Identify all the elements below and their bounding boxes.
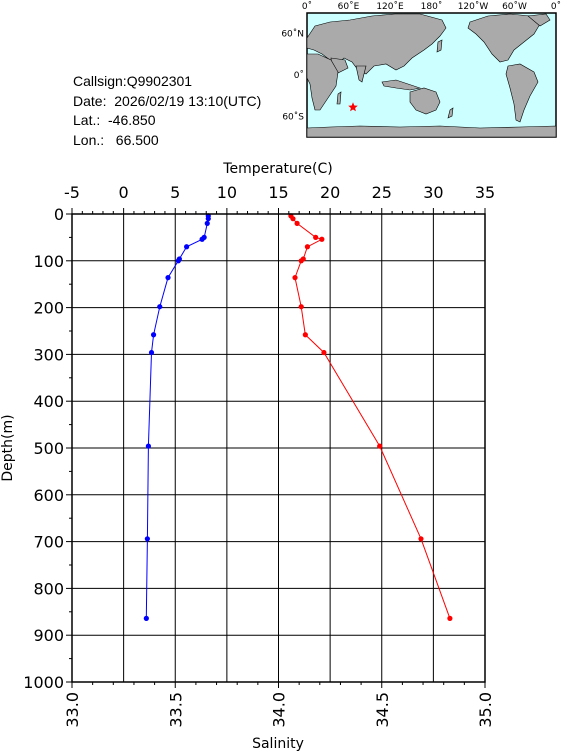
- depth-tick-label: 600: [33, 486, 64, 505]
- callsign-text: Callsign:Q9902301: [73, 73, 193, 89]
- depth-ticks: 0 100 200 300 400 500 600 700 800 900 1000: [23, 205, 72, 692]
- temperature-data-point: [144, 536, 150, 542]
- temperature-data-point: [157, 304, 163, 310]
- salinity-data-point: [319, 236, 325, 242]
- chart-grid: [71, 213, 486, 683]
- salinity-data-point: [288, 213, 294, 219]
- temperature-data-point: [184, 244, 190, 250]
- salinity-data-point: [447, 615, 453, 621]
- salinity-ticks: 33.0 33.5 34.0 34.5 35.0: [63, 682, 495, 728]
- depth-tick-label: 200: [33, 299, 64, 318]
- temperature-data-point: [145, 443, 152, 449]
- station-star-icon: [348, 102, 358, 112]
- temperature-profile-line: [145, 215, 209, 619]
- map-longitude-labels: 0˚ 60˚E 120˚E 180˚ 120˚W 60˚W 0˚: [302, 1, 561, 12]
- salinity-data-point: [313, 234, 319, 240]
- salinity-axis-title: Salinity: [252, 736, 304, 751]
- longitude-text: Lon.: 66.500: [73, 131, 159, 148]
- map-lon-label: 0˚: [302, 1, 312, 12]
- temperature-tick-label: 0: [119, 183, 129, 202]
- salinity-data-point: [304, 244, 311, 250]
- depth-tick-label: 1000: [23, 673, 64, 692]
- map-lat-label: 0˚: [294, 70, 304, 81]
- temperature-data-point: [150, 332, 157, 338]
- map-land: [306, 13, 557, 138]
- depth-tick-label: 0: [54, 205, 64, 224]
- temperature-ticks: -5 0 5 10 15 20 25 30 35: [64, 183, 495, 214]
- salinity-tick-label: 33.5: [166, 692, 185, 728]
- temperature-data-point: [205, 213, 211, 219]
- temperature-tick-label: 15: [268, 183, 288, 202]
- salinity-data-point: [290, 216, 296, 222]
- map-lon-label: 0˚: [551, 1, 561, 12]
- temperature-data-point: [204, 220, 210, 226]
- temperature-data-point: [199, 236, 205, 242]
- salinity-data-point: [302, 332, 308, 338]
- temperature-tick-label: 5: [170, 183, 180, 202]
- series-layer: [143, 213, 453, 621]
- depth-tick-label: 800: [33, 579, 64, 598]
- salinity-data-point: [298, 304, 304, 310]
- salinity-data-point: [298, 258, 304, 264]
- depth-tick-label: 100: [33, 252, 64, 271]
- map-lon-label: 120˚W: [458, 1, 489, 12]
- salinity-data-point: [377, 443, 383, 449]
- temperature-tick-label: -5: [64, 183, 80, 202]
- salinity-data-point: [300, 256, 306, 262]
- date-text: Date: 2026/02/19 13:10(UTC): [73, 92, 262, 109]
- salinity-profile-line: [290, 215, 451, 619]
- temperature-data-point: [205, 216, 211, 222]
- depth-axis-title: Depth(m): [0, 414, 16, 481]
- salinity-data-point: [292, 275, 298, 281]
- salinity-tick-label: 35.0: [476, 692, 495, 728]
- temperature-tick-label: 25: [372, 183, 392, 202]
- salinity-tick-label: 34.5: [373, 692, 392, 728]
- map-lon-label: 180˚: [421, 1, 443, 12]
- map-latitude-labels: 60˚N 0˚ 60˚S: [281, 29, 304, 123]
- depth-tick-label: 900: [33, 626, 64, 645]
- map-lon-label: 120˚E: [376, 1, 404, 12]
- latitude-text: Lat.: -46.850: [73, 112, 156, 128]
- temperature-data-point: [201, 234, 207, 240]
- temperature-data-point: [175, 258, 181, 264]
- temperature-tick-label: 20: [320, 183, 340, 202]
- depth-tick-label: 500: [33, 439, 64, 458]
- plot-frame: [71, 213, 486, 683]
- salinity-data-point: [294, 220, 300, 226]
- salinity-data-point: [321, 349, 327, 356]
- depth-tick-label: 400: [33, 392, 64, 411]
- temperature-data-point: [165, 275, 171, 281]
- temperature-data-point: [143, 615, 149, 621]
- map-lon-label: 60˚W: [502, 1, 527, 12]
- temperature-tick-label: 35: [475, 183, 495, 202]
- temperature-data-point: [176, 256, 182, 262]
- station-info: Callsign:Q9902301 Date: 2026/02/19 13:10…: [73, 72, 261, 150]
- salinity-data-point: [418, 536, 424, 542]
- salinity-tick-label: 33.0: [63, 692, 82, 728]
- salinity-tick-label: 34.0: [270, 692, 289, 728]
- temperature-axis-title: Temperature(C): [222, 161, 332, 177]
- depth-tick-label: 300: [33, 345, 64, 364]
- depth-tick-label: 700: [33, 533, 64, 552]
- temperature-data-point: [148, 349, 155, 356]
- temperature-tick-label: 30: [423, 183, 443, 202]
- temperature-tick-label: 10: [217, 183, 237, 202]
- map-lat-label: 60˚S: [282, 111, 304, 122]
- location-map: 0˚ 60˚E 120˚E 180˚ 120˚W 60˚W 0˚ 60˚N 0˚ 60˚S: [281, 1, 561, 138]
- map-lat-label: 60˚N: [281, 29, 304, 40]
- map-lon-label: 60˚E: [338, 1, 360, 12]
